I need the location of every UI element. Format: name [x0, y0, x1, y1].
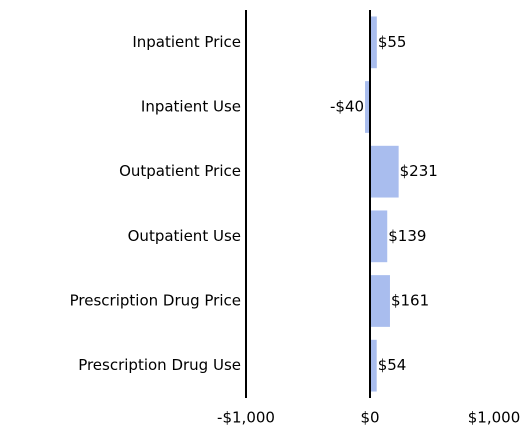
y-tick-label: Inpatient Price — [132, 33, 241, 51]
bar — [370, 210, 388, 263]
value-label: $55 — [378, 33, 407, 51]
bar — [370, 339, 377, 392]
bar — [365, 81, 370, 133]
y-tick-label: Outpatient Use — [128, 227, 241, 245]
x-tick-label: -$1,000 — [217, 409, 275, 427]
y-tick-label: Inpatient Use — [141, 98, 241, 116]
x-tick-label: $1,000 — [468, 409, 521, 427]
y-tick-label: Prescription Drug Price — [70, 292, 241, 310]
value-label: $231 — [400, 162, 438, 180]
value-label: $139 — [388, 227, 426, 245]
y-tick-label: Prescription Drug Use — [78, 356, 241, 374]
bar — [370, 275, 390, 327]
bar — [370, 16, 377, 69]
value-label: $54 — [378, 356, 407, 374]
bar — [370, 145, 399, 198]
x-tick-label: $0 — [360, 409, 379, 427]
y-tick-label: Outpatient Price — [119, 162, 241, 180]
value-label: -$40 — [330, 98, 364, 116]
value-label: $161 — [391, 292, 429, 310]
